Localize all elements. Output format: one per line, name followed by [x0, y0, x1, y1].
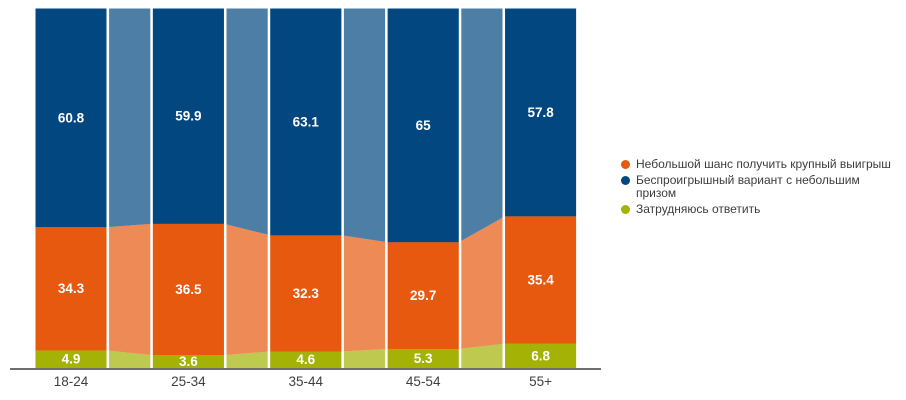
bar-segment-18-24-series-1[interactable]: [35, 8, 107, 228]
bar-value-label: 34.3: [58, 281, 85, 296]
bar-value-label: 63.1: [293, 114, 320, 129]
x-axis-label-25-34: 25-34: [171, 374, 206, 389]
bar-value-label: 4.6: [296, 352, 315, 367]
legend-swatch-green-icon: [621, 205, 630, 214]
bar-value-label: 5.3: [414, 351, 433, 366]
legend-label: Небольшой шанс получить крупный выигрыш: [636, 157, 891, 171]
bar-value-label: 3.6: [179, 354, 198, 369]
bar-segment-25-34-series-0[interactable]: [152, 223, 224, 356]
x-axis-label-55+: 55+: [529, 374, 552, 389]
bar-value-label: 60.8: [58, 110, 85, 125]
bar-segment-35-44-series-2[interactable]: [270, 351, 342, 368]
bar-segment-45-54-series-2[interactable]: [387, 348, 459, 368]
bar-segment-55+-series-0[interactable]: [505, 216, 577, 344]
x-axis-label-18-24: 18-24: [54, 374, 89, 389]
x-axis-label-35-44: 35-44: [289, 374, 324, 389]
legend-item-small-chance[interactable]: Небольшой шанс получить крупный выигрыш: [621, 158, 891, 171]
bar-segment-45-54-series-1[interactable]: [387, 8, 459, 243]
bar-value-label: 6.8: [531, 348, 550, 363]
bar-value-label: 32.3: [293, 286, 320, 301]
bar-value-label: 35.4: [527, 272, 554, 287]
legend-label: Беспроигрышный вариант с небольшим призо…: [636, 173, 860, 200]
legend-swatch-blue-icon: [621, 176, 630, 185]
bar-segment-25-34-series-1[interactable]: [152, 8, 224, 224]
x-axis-label-45-54: 45-54: [406, 374, 441, 389]
column-separator: [267, 8, 271, 368]
column-separator: [458, 8, 462, 368]
column-separator: [576, 8, 579, 368]
bar-value-label: 59.9: [175, 109, 201, 124]
bar-value-label: 4.9: [62, 352, 81, 367]
column-separator: [223, 8, 227, 368]
bar-segment-18-24-series-0[interactable]: [35, 227, 107, 351]
column-separator: [385, 8, 388, 368]
bar-value-label: 57.8: [527, 105, 554, 120]
legend-label: Затрудняюсь ответить: [636, 202, 761, 216]
bar-segment-25-34-series-2[interactable]: [152, 355, 224, 368]
legend-swatch-orange-icon: [621, 160, 630, 169]
legend-item-hard-to-answer[interactable]: Затрудняюсь ответить: [621, 203, 891, 216]
bar-value-label: 36.5: [175, 282, 202, 297]
bar-segment-18-24-series-2[interactable]: [35, 350, 107, 368]
bar-segment-35-44-series-1[interactable]: [270, 8, 342, 236]
chart-legend: Небольшой шанс получить крупный выигрыш …: [621, 158, 891, 219]
column-separator: [341, 8, 344, 368]
column-separator: [32, 8, 36, 368]
bar-segment-35-44-series-0[interactable]: [270, 235, 342, 352]
bar-segment-55+-series-1[interactable]: [505, 8, 577, 217]
legend-item-no-lose-variant[interactable]: Беспроигрышный вариант с небольшим призо…: [621, 174, 891, 200]
column-separator: [502, 8, 506, 368]
bar-value-label: 65: [416, 118, 432, 133]
column-separator: [150, 8, 153, 368]
column-separator: [106, 8, 110, 368]
bar-segment-55+-series-2[interactable]: [505, 343, 577, 368]
bar-value-label: 29.7: [410, 288, 436, 303]
bar-segment-45-54-series-0[interactable]: [387, 242, 459, 349]
